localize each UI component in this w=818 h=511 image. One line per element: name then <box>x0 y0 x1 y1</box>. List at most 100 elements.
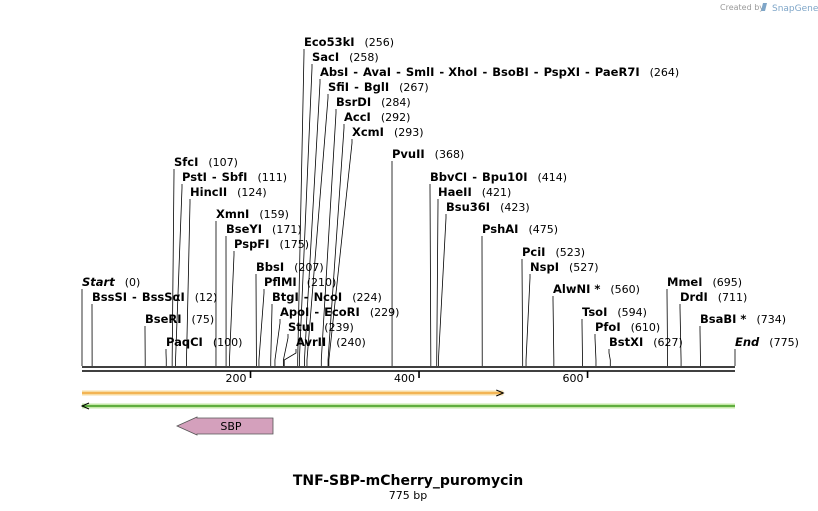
site-apoi[interactable]: ApoI - EcoRI (229) <box>280 305 399 319</box>
enzyme-name[interactable]: PspFI <box>234 237 269 251</box>
enzyme-name[interactable]: PciI <box>522 245 545 259</box>
site-end[interactable]: End (775) <box>735 335 799 349</box>
enzyme-name[interactable]: DrdI <box>680 290 708 304</box>
site-label-btgi[interactable]: BtgI - NcoI (224) <box>272 290 382 304</box>
enzyme-name[interactable]: XmnI <box>216 207 249 221</box>
enzyme-name[interactable]: AbsI <box>320 65 348 79</box>
site-bsabi[interactable]: BsaBI * (734) <box>700 312 786 326</box>
site-label-acci[interactable]: AccI (292) <box>344 110 410 124</box>
site-sfci[interactable]: SfcI (107) <box>174 155 238 169</box>
site-label-pflmi[interactable]: PflMI (210) <box>264 275 336 289</box>
site-label-bstxi[interactable]: BstXI (627) <box>609 335 683 349</box>
site-label-bsrdi[interactable]: BsrDI (284) <box>336 95 411 109</box>
site-label-bseyi[interactable]: BseYI (171) <box>226 222 302 236</box>
enzyme-name[interactable]: BbvCI <box>430 170 467 184</box>
site-btgi[interactable]: BtgI - NcoI (224) <box>272 290 382 304</box>
enzyme-name[interactable]: Eco53kI <box>304 35 355 49</box>
enzyme-name[interactable]: PshAI <box>482 222 518 236</box>
site-label-bbsi[interactable]: BbsI (207) <box>256 260 324 274</box>
enzyme-name[interactable]: EcoRI <box>324 305 360 319</box>
enzyme-name[interactable]: SbfI <box>222 170 248 184</box>
site-bseri[interactable]: BseRI (75) <box>145 312 214 326</box>
site-label-xmni[interactable]: XmnI (159) <box>216 207 289 221</box>
site-paqci[interactable]: PaqCI (100) <box>166 335 242 349</box>
enzyme-name[interactable]: HincII <box>190 185 227 199</box>
site-bsrdi[interactable]: BsrDI (284) <box>336 95 411 109</box>
site-mmei[interactable]: MmeI (695) <box>667 275 742 289</box>
enzyme-name[interactable]: TsoI <box>582 305 607 319</box>
enzyme-name[interactable]: PflMI <box>264 275 297 289</box>
site-bstxi[interactable]: BstXI (627) <box>609 335 683 349</box>
site-label-sfci[interactable]: SfcI (107) <box>174 155 238 169</box>
site-label-paqci[interactable]: PaqCI (100) <box>166 335 242 349</box>
site-tsoi[interactable]: TsoI (594) <box>582 305 647 319</box>
site-label-psti[interactable]: PstI - SbfI (111) <box>182 170 287 184</box>
site-label-alwni[interactable]: AlwNI * (560) <box>553 282 640 296</box>
site-haeii[interactable]: HaeII (421) <box>438 185 511 199</box>
site-xmni[interactable]: XmnI (159) <box>216 207 289 221</box>
site-label-pspfi[interactable]: PspFI (175) <box>234 237 309 251</box>
site-avrii[interactable]: AvrII (240) <box>296 335 366 349</box>
site-label-bsssi[interactable]: BssSI - BssSαI (12) <box>92 290 217 304</box>
site-absi[interactable]: AbsI - AvaI - SmlI - XhoI - BsoBI - PspXI - PaeR7I (2… <box>320 65 679 79</box>
enzyme-name[interactable]: BsaBI * <box>700 312 746 326</box>
enzyme-name[interactable]: BseYI <box>226 222 262 236</box>
enzyme-name[interactable]: PstI <box>182 170 207 184</box>
enzyme-name[interactable]: Bpu10I <box>482 170 527 184</box>
site-label-mmei[interactable]: MmeI (695) <box>667 275 742 289</box>
site-psti[interactable]: PstI - SbfI (111) <box>182 170 287 184</box>
site-label-stui[interactable]: StuI (239) <box>288 320 354 334</box>
site-label-end[interactable]: End (775) <box>735 335 799 349</box>
site-label-pcii[interactable]: PciI (523) <box>522 245 585 259</box>
enzyme-name[interactable]: End <box>735 335 760 349</box>
enzyme-name[interactable]: BseRI <box>145 312 182 326</box>
site-label-pfoi[interactable]: PfoI (610) <box>595 320 660 334</box>
feature-sbp-arrow[interactable] <box>176 416 274 436</box>
enzyme-name[interactable]: XcmI <box>352 125 384 139</box>
enzyme-name[interactable]: StuI <box>288 320 314 334</box>
site-pfoi[interactable]: PfoI (610) <box>595 320 660 334</box>
enzyme-name[interactable]: HaeII <box>438 185 472 199</box>
site-label-apoi[interactable]: ApoI - EcoRI (229) <box>280 305 399 319</box>
site-bseyi[interactable]: BseYI (171) <box>226 222 302 236</box>
enzyme-name[interactable]: PfoI <box>595 320 621 334</box>
enzyme-name[interactable]: BtgI <box>272 290 299 304</box>
site-acci[interactable]: AccI (292) <box>344 110 410 124</box>
enzyme-name[interactable]: SfcI <box>174 155 198 169</box>
site-label-sfii[interactable]: SfiI - BglI (267) <box>328 80 429 94</box>
site-hincii[interactable]: HincII (124) <box>190 185 267 199</box>
site-alwni[interactable]: AlwNI * (560) <box>553 282 640 296</box>
enzyme-name[interactable]: BsrDI <box>336 95 371 109</box>
site-label-xcmi[interactable]: XcmI (293) <box>352 125 424 139</box>
site-label-hincii[interactable]: HincII (124) <box>190 185 267 199</box>
site-saci[interactable]: SacI (258) <box>312 50 379 64</box>
enzyme-name[interactable]: BglI <box>364 80 389 94</box>
enzyme-name[interactable]: AccI <box>344 110 371 124</box>
site-eco53ki[interactable]: Eco53kI (256) <box>304 35 394 49</box>
site-label-pshai[interactable]: PshAI (475) <box>482 222 558 236</box>
enzyme-name[interactable]: SfiI <box>328 80 349 94</box>
enzyme-name[interactable]: AvrII <box>296 335 326 349</box>
enzyme-name[interactable]: BbsI <box>256 260 284 274</box>
site-label-saci[interactable]: SacI (258) <box>312 50 379 64</box>
enzyme-name[interactable]: ApoI <box>280 305 309 319</box>
site-bsu36i[interactable]: Bsu36I (423) <box>446 200 530 214</box>
enzyme-name[interactable]: SmlI <box>406 65 435 79</box>
site-nspi[interactable]: NspI (527) <box>530 260 599 274</box>
site-pflmi[interactable]: PflMI (210) <box>264 275 336 289</box>
enzyme-name[interactable]: XhoI <box>448 65 477 79</box>
site-label-pvuii[interactable]: PvuII (368) <box>392 147 464 161</box>
site-label-absi[interactable]: AbsI - AvaI - SmlI - XhoI - BsoBI - PspXI - PaeR7I (2… <box>320 65 679 79</box>
enzyme-name[interactable]: SacI <box>312 50 339 64</box>
site-label-haeii[interactable]: HaeII (421) <box>438 185 511 199</box>
site-stui[interactable]: StuI (239) <box>288 320 354 334</box>
site-pvuii[interactable]: PvuII (368) <box>392 147 464 161</box>
enzyme-name[interactable]: NcoI <box>314 290 343 304</box>
site-pcii[interactable]: PciI (523) <box>522 245 585 259</box>
site-label-eco53ki[interactable]: Eco53kI (256) <box>304 35 394 49</box>
enzyme-name[interactable]: PaqCI <box>166 335 203 349</box>
enzyme-name[interactable]: Start <box>82 275 115 289</box>
site-label-drdi[interactable]: DrdI (711) <box>680 290 747 304</box>
site-drdi[interactable]: DrdI (711) <box>680 290 747 304</box>
enzyme-name[interactable]: Bsu36I <box>446 200 490 214</box>
